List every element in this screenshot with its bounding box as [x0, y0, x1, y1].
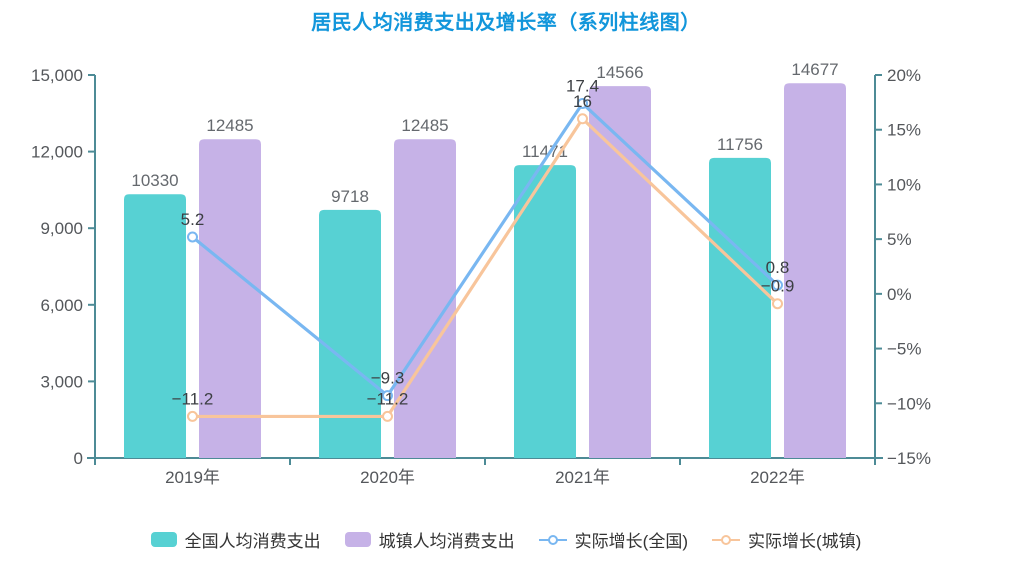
x-axis-category-label: 2021年: [555, 468, 610, 487]
left-axis-tick-label: 15,000: [31, 66, 83, 85]
line-point-label: −9.3: [371, 369, 405, 388]
legend-item-label: 实际增长(全国): [574, 532, 688, 551]
bar-series1-cat0[interactable]: [199, 139, 261, 458]
line-point-marker[interactable]: [577, 113, 588, 125]
chart-title: 居民人均消费支出及增长率（系列柱线图）: [311, 12, 701, 34]
bar-series0-cat1[interactable]: [319, 209, 381, 458]
line-series1: [190, 117, 780, 419]
left-axis-tick-label: 3,000: [40, 372, 83, 391]
legend-item-national-line[interactable]: 实际增长(全国): [538, 527, 688, 552]
line-point-marker[interactable]: [772, 279, 783, 291]
x-axis-category-label: 2020年: [360, 468, 415, 487]
left-axis-tick-label: 12,000: [31, 143, 83, 162]
right-axis-tick-label: 5%: [887, 230, 912, 249]
line-marker-icon: [712, 534, 740, 546]
left-axis-tick-label: 6,000: [40, 296, 83, 315]
bar-swatch-icon: [150, 532, 177, 547]
bar-value-label: 11756: [717, 135, 763, 154]
line-marker-icon: [538, 534, 567, 546]
left-axis-tick-label: 9,000: [40, 219, 83, 238]
legend-item-label: 城镇人均消费支出: [378, 532, 515, 551]
bar-series0-cat0[interactable]: [124, 194, 186, 458]
legend-item-urban-line[interactable]: 实际增长(城镇): [712, 527, 861, 552]
right-axis-tick-label: −5%: [887, 340, 922, 359]
bar-value-label: 9718: [331, 187, 369, 206]
line-point-label: 17.4: [566, 76, 599, 95]
line-point-marker[interactable]: [187, 410, 198, 422]
line-point-label: −11.2: [367, 389, 409, 408]
right-axis-tick-label: 10%: [887, 175, 921, 194]
line-point-label: −11.2: [172, 389, 214, 408]
right-axis-tick-label: 15%: [887, 121, 921, 140]
right-axis-tick-label: 0%: [887, 285, 912, 304]
bar-value-label: 12485: [401, 116, 448, 135]
right-axis-tick-label: 20%: [887, 66, 921, 85]
line-point-marker[interactable]: [577, 97, 588, 109]
bar-value-label: 12485: [206, 116, 253, 135]
right-axis-tick-label: −10%: [887, 394, 931, 413]
line-point-label: 5.2: [181, 210, 205, 229]
bar-value-label: 14566: [596, 63, 643, 82]
x-axis-category-label: 2022年: [750, 468, 805, 487]
legend-item-national-bar[interactable]: 全国人均消费支出: [150, 527, 321, 552]
bar-series1-cat2[interactable]: [589, 86, 651, 458]
bar-series0-cat2[interactable]: [514, 165, 576, 459]
line-point-label: 16: [573, 92, 592, 111]
bar-series0-cat3[interactable]: [709, 157, 771, 458]
right-axis-tick-label: −15%: [887, 449, 931, 468]
line-point-marker[interactable]: [382, 390, 393, 402]
bar-value-label: 14677: [791, 60, 838, 79]
x-axis-category-label: 2019年: [165, 468, 220, 487]
bar-series1-cat1[interactable]: [394, 139, 456, 458]
legend-item-urban-bar[interactable]: 城镇人均消费支出: [344, 527, 515, 552]
line-point-marker[interactable]: [382, 410, 393, 422]
legend: 全国人均消费支出 城镇人均消费支出 实际增长(全国) 实际增长(城镇): [0, 527, 1012, 552]
line-point-label: −0.9: [761, 277, 795, 296]
line-point-marker[interactable]: [187, 231, 198, 243]
bar-series1-cat3[interactable]: [784, 83, 846, 459]
line-point-label: 0.8: [766, 258, 790, 277]
bar-swatch-icon: [344, 532, 371, 547]
line-series0: [190, 101, 780, 398]
line-point-marker[interactable]: [772, 298, 783, 310]
legend-item-label: 实际增长(城镇): [748, 532, 862, 551]
bar-value-label: 10330: [131, 171, 178, 190]
left-axis-tick-label: 0: [74, 449, 83, 468]
legend-item-label: 全国人均消费支出: [184, 532, 321, 551]
